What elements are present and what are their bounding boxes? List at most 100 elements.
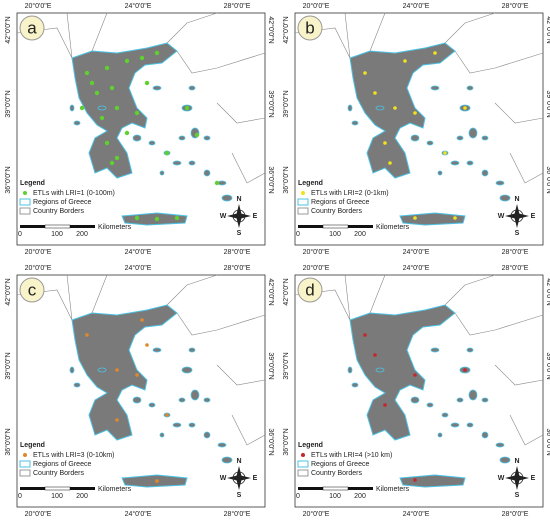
etl-point [115, 368, 119, 372]
etl-point [99, 115, 105, 121]
scale-tick: 0 [18, 231, 22, 238]
scale-tick: 200 [354, 231, 366, 238]
scale-unit: Kilometers [98, 224, 132, 231]
island [178, 397, 186, 403]
etl-point [79, 105, 85, 111]
compass-ring [232, 471, 246, 485]
legend-swatch [19, 460, 31, 468]
map-area [16, 274, 266, 488]
lon-label-bottom: 28°0'0"E [502, 248, 529, 256]
lat-label-right: 39°0'0"N [267, 90, 275, 117]
etl-point [135, 373, 139, 377]
legend-regions: Regions of Greece [311, 199, 369, 206]
panel-label: d [305, 280, 314, 299]
panel-badge [19, 277, 45, 303]
etl-point [84, 70, 90, 76]
legend-item: ETLs with LRI=4 (>10 km) [311, 452, 392, 459]
scale-tick: 100 [329, 231, 341, 238]
compass-letter: N [236, 196, 241, 203]
country-borders [16, 274, 266, 446]
island [188, 347, 196, 353]
island [132, 396, 142, 404]
legend-regions: Regions of Greece [33, 461, 91, 468]
legend-item: ETLs with LRI=2 (0-1km) [311, 190, 389, 197]
etl-point [383, 141, 387, 145]
lon-label-top: 20°0'0"E [25, 264, 52, 272]
etl-point [104, 140, 110, 146]
lat-label-left: 36°0'0"N [4, 166, 12, 193]
etl-point [413, 478, 417, 482]
legend-swatch [19, 198, 31, 206]
etl-point [463, 106, 467, 110]
island [221, 194, 233, 202]
greece-mainland [349, 304, 456, 441]
legend-swatch [297, 198, 309, 206]
compass-letter: W [220, 213, 227, 220]
etl-point [144, 80, 150, 86]
island [159, 170, 165, 176]
lon-label-bottom: 24°0'0"E [403, 248, 430, 256]
compass-letter: W [498, 475, 505, 482]
greece-mainland [349, 42, 456, 179]
lat-label-left: 42°0'0"N [4, 16, 12, 43]
compass-letter: N [236, 458, 241, 465]
map-panel: a 20°0'0"E 20°0'0"E 24°0'0"E 24°0'0"E 28°0'0"… [4, 2, 275, 256]
lat-label-right: 36°0'0"N [545, 428, 550, 455]
map-area [294, 274, 544, 488]
island [152, 85, 162, 91]
scale-unit: Kilometers [376, 224, 410, 231]
island [217, 442, 227, 448]
etl-point [145, 343, 149, 347]
compass-ring [510, 471, 524, 485]
island [148, 402, 156, 408]
crete [399, 474, 466, 488]
island [437, 170, 443, 176]
island [347, 104, 353, 112]
etl-point [383, 403, 387, 407]
compass-letter: N [514, 196, 519, 203]
island [190, 389, 200, 401]
island [181, 366, 193, 374]
island [375, 105, 385, 111]
island [495, 180, 505, 186]
island [172, 160, 182, 166]
etl-point [154, 216, 160, 222]
legend-swatch [297, 469, 309, 477]
scale-bar [20, 225, 45, 228]
legend-title: Legend [20, 180, 45, 187]
compass-letter: S [237, 492, 242, 499]
island [495, 442, 505, 448]
scale-bar [322, 486, 349, 491]
legend-regions: Regions of Greece [311, 461, 369, 468]
lon-label-top: 28°0'0"E [502, 264, 529, 272]
island [132, 134, 142, 142]
island [188, 85, 196, 91]
panel-label: a [27, 18, 37, 37]
panel-badge [297, 15, 323, 41]
lon-label-top: 28°0'0"E [502, 2, 529, 10]
island [178, 135, 186, 141]
island [499, 194, 511, 202]
scale-bar [348, 487, 373, 490]
etl-point [194, 132, 200, 138]
greece-mainland [71, 42, 178, 179]
island [97, 367, 107, 373]
island [437, 432, 443, 438]
compass-rose [227, 466, 251, 490]
legend-borders: Country Borders [311, 208, 362, 215]
lat-label-right: 42°0'0"N [545, 16, 550, 43]
island [450, 422, 460, 428]
etl-point [89, 80, 95, 86]
island [148, 140, 156, 146]
legend-point [23, 453, 27, 457]
map-panel: c 20°0'0"E 20°0'0"E 24°0'0"E 24°0'0"E 28°0'0"… [4, 264, 275, 518]
etl-point [140, 318, 144, 322]
legend-swatch [19, 469, 31, 477]
legend-point [23, 191, 27, 195]
island [97, 105, 107, 111]
island [188, 422, 196, 428]
legend-regions: Regions of Greece [33, 199, 91, 206]
etl-point [134, 110, 140, 116]
lon-label-bottom: 28°0'0"E [224, 510, 251, 518]
